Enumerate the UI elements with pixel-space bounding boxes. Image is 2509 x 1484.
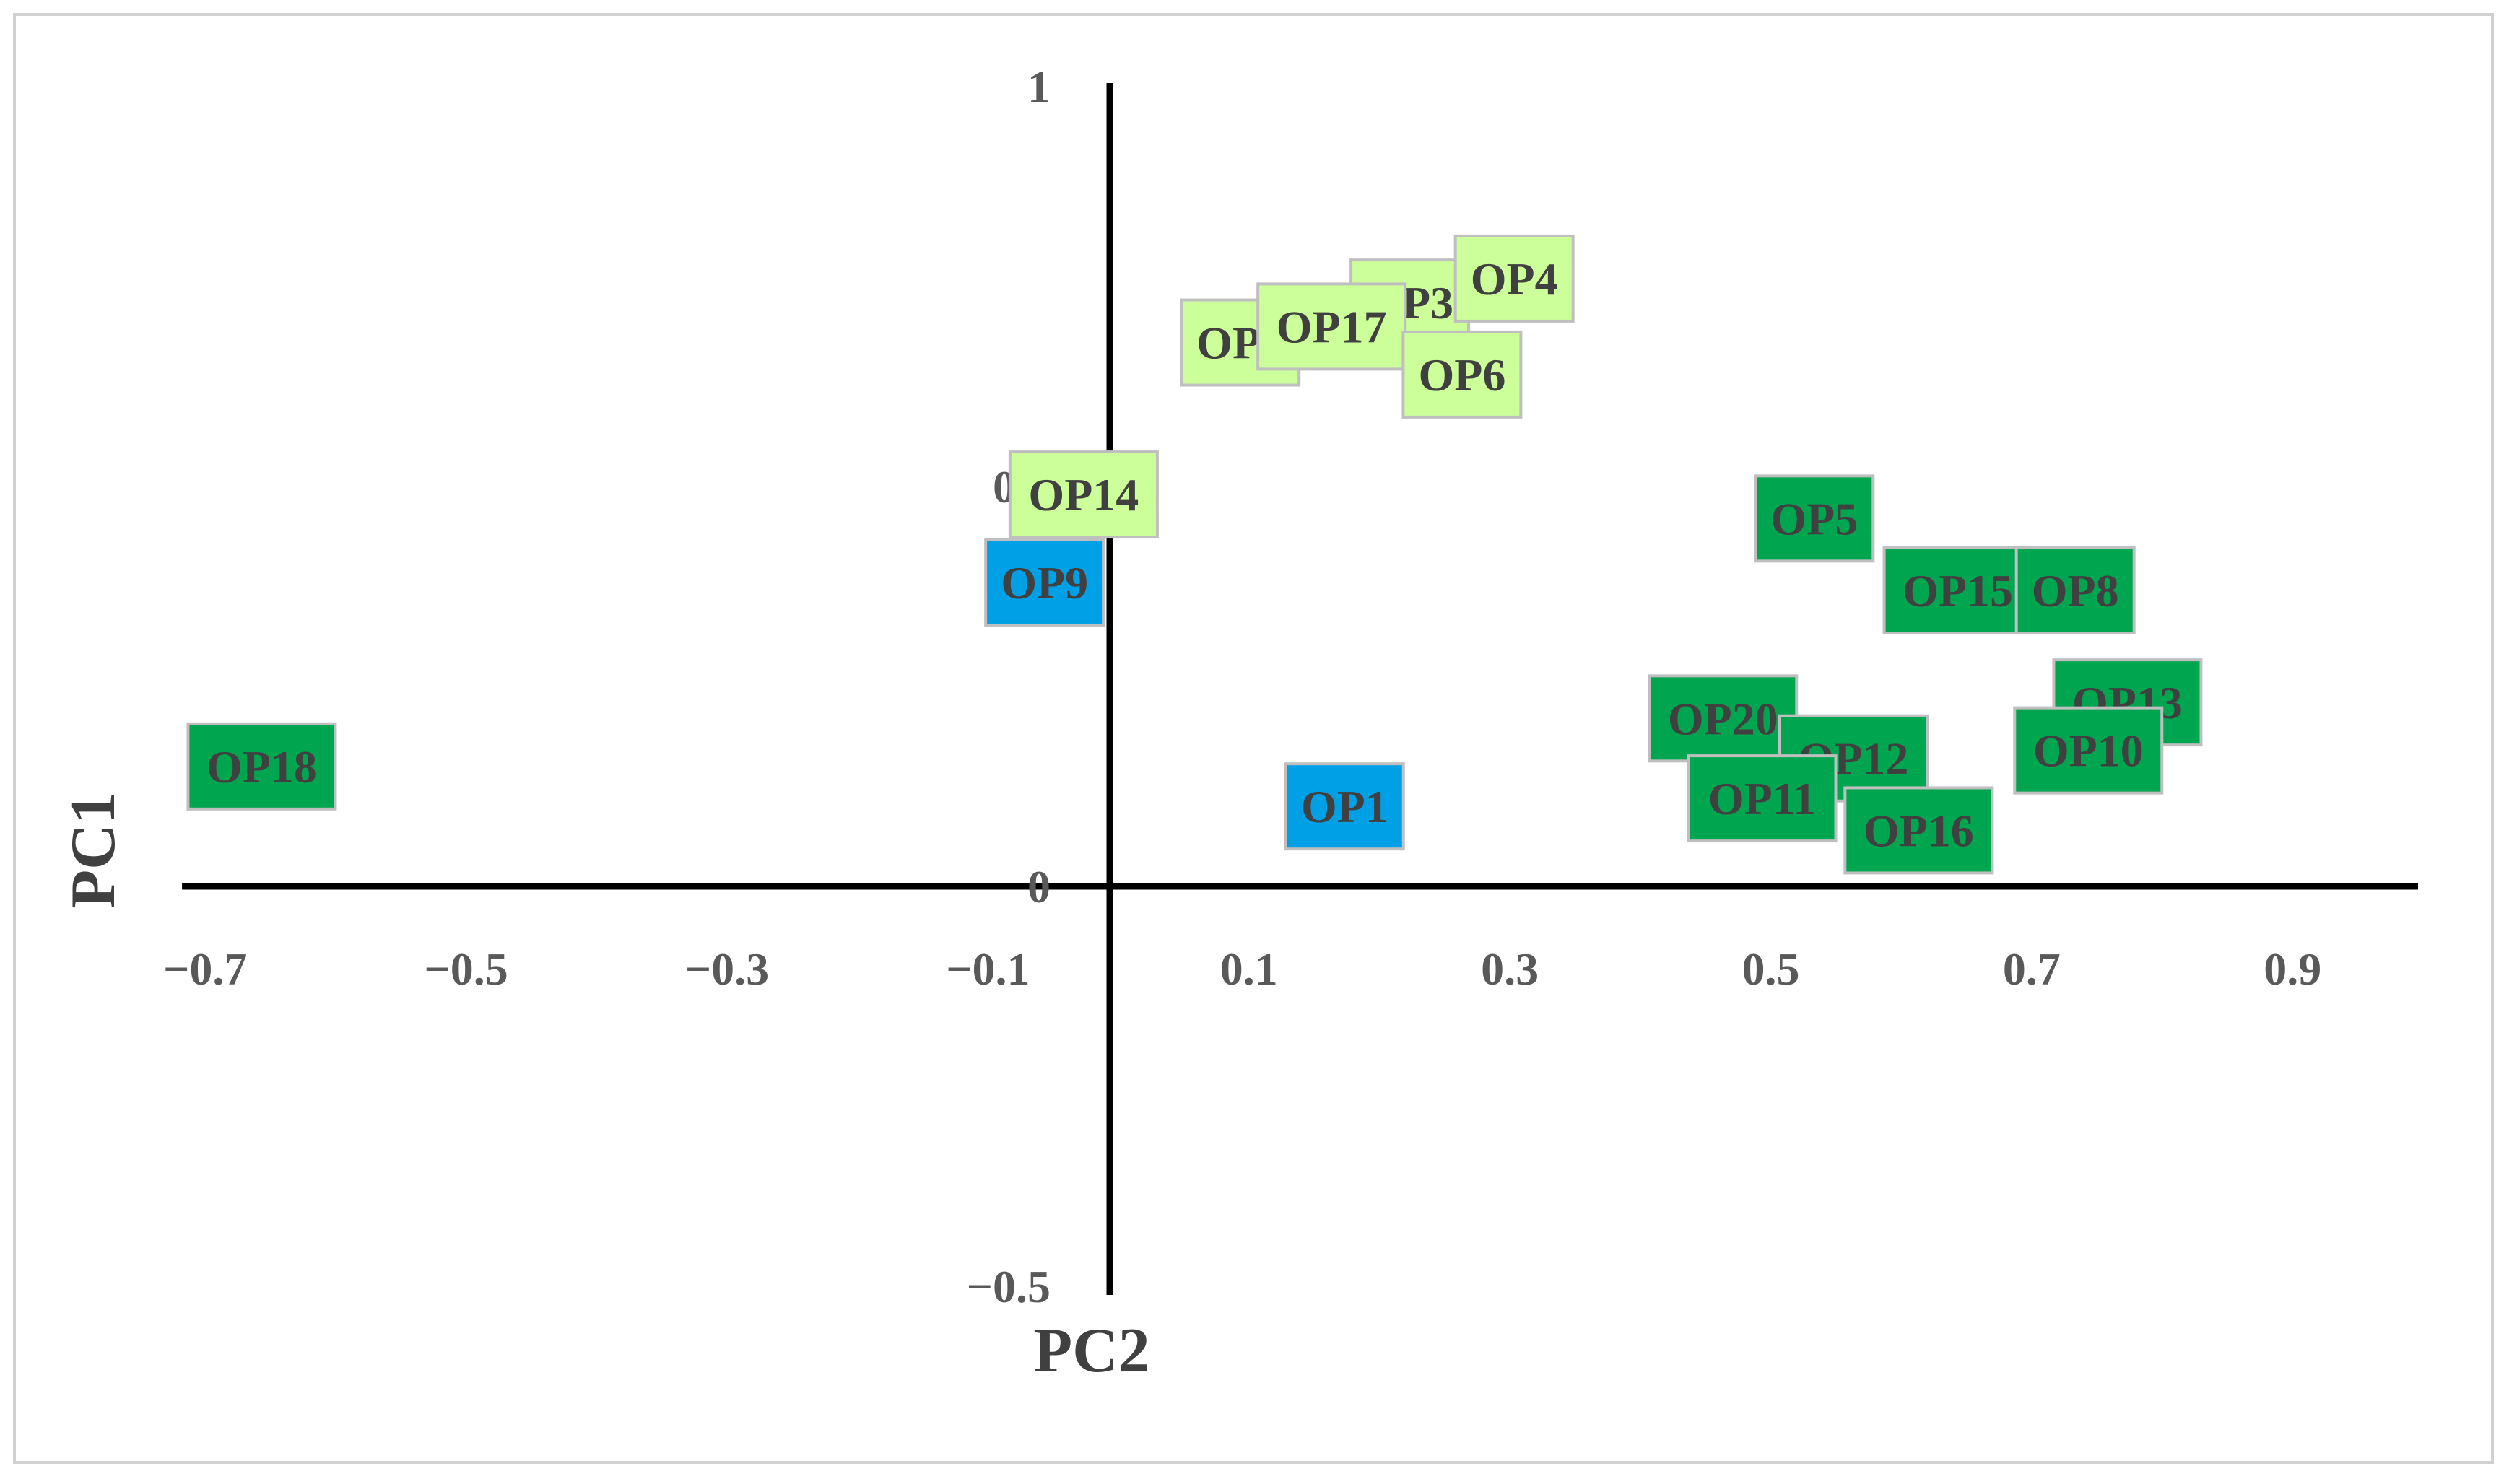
point-label-box bbox=[984, 538, 1105, 627]
point-label-box bbox=[1882, 546, 2033, 635]
y-tick-label: −0.5 bbox=[967, 1261, 1051, 1312]
axes bbox=[182, 83, 2418, 1295]
point-label-box bbox=[1754, 474, 1875, 563]
x-tick-label: −0.3 bbox=[685, 943, 769, 995]
point-label-text: OP10 bbox=[2033, 725, 2144, 777]
x-tick-label: −0.1 bbox=[946, 943, 1030, 995]
data-point: OP20 bbox=[1648, 674, 1799, 763]
point-label-text: OP11 bbox=[1708, 773, 1816, 824]
data-point: OP5 bbox=[1754, 474, 1875, 563]
x-tick-label: −0.7 bbox=[163, 943, 247, 995]
point-label-box bbox=[1453, 234, 1575, 323]
x-tick-label: 0.5 bbox=[1742, 943, 1800, 995]
point-label-text: OP16 bbox=[1864, 805, 1974, 856]
y-tick-labels: 10.50−0.5 bbox=[967, 61, 1051, 1312]
x-tick-labels: −0.7 −0.5 −0.3 −0.1 0.1 0.3 0.5 0.7 0.9 bbox=[163, 943, 2321, 995]
point-label-box bbox=[1284, 762, 1405, 851]
point-label-text: OP20 bbox=[1668, 693, 1778, 744]
x-tick-label: 0.7 bbox=[2003, 943, 2061, 995]
x-tick-label: 0.9 bbox=[2264, 943, 2321, 995]
x-tick-label: 0.3 bbox=[1481, 943, 1539, 995]
data-point: OP15 bbox=[1882, 546, 2033, 635]
point-label-text: OP18 bbox=[206, 741, 317, 793]
point-label-text: OP15 bbox=[1903, 565, 2013, 616]
x-tick-label: 0.1 bbox=[1220, 943, 1278, 995]
point-label-text: OP17 bbox=[1277, 301, 1387, 352]
point-label-text: OP5 bbox=[1770, 493, 1858, 544]
data-point: OP18 bbox=[186, 722, 337, 811]
y-tick-label: 1 bbox=[1027, 61, 1051, 113]
data-point: OP8 bbox=[2014, 546, 2136, 635]
point-label-text: OP6 bbox=[1418, 349, 1505, 401]
point-label-text: OP4 bbox=[1471, 253, 1558, 305]
data-point: OP16 bbox=[1843, 786, 1994, 875]
data-point: OP11 bbox=[1687, 754, 1838, 843]
point-label-box bbox=[1648, 674, 1799, 763]
point-label-text: OP14 bbox=[1028, 469, 1139, 520]
point-label-text: OP9 bbox=[1001, 557, 1088, 608]
point-label-text: OP8 bbox=[2032, 565, 2119, 616]
point-label-box bbox=[2013, 706, 2164, 795]
point-label-box bbox=[1843, 786, 1994, 875]
data-point: OP17 bbox=[1256, 282, 1407, 371]
data-point: OP6 bbox=[1401, 330, 1523, 419]
point-label-box bbox=[1008, 450, 1159, 539]
y-tick-label: 0 bbox=[1027, 861, 1051, 912]
x-tick-label: −0.5 bbox=[424, 943, 508, 995]
point-label-box bbox=[1687, 754, 1838, 843]
point-label-box bbox=[186, 722, 337, 811]
data-point: OP14 bbox=[1008, 450, 1159, 539]
point-label-box bbox=[2014, 546, 2136, 635]
data-point: OP9 bbox=[984, 538, 1105, 627]
point-label-box bbox=[1401, 330, 1523, 419]
y-axis-title: PC1 bbox=[58, 792, 129, 908]
point-label-box bbox=[1256, 282, 1407, 371]
data-point: OP4 bbox=[1453, 234, 1575, 323]
data-point: OP1 bbox=[1284, 762, 1405, 851]
x-axis-title: PC2 bbox=[1033, 1316, 1149, 1386]
data-point: OP10 bbox=[2013, 706, 2164, 795]
point-label-text: OP1 bbox=[1301, 781, 1388, 832]
